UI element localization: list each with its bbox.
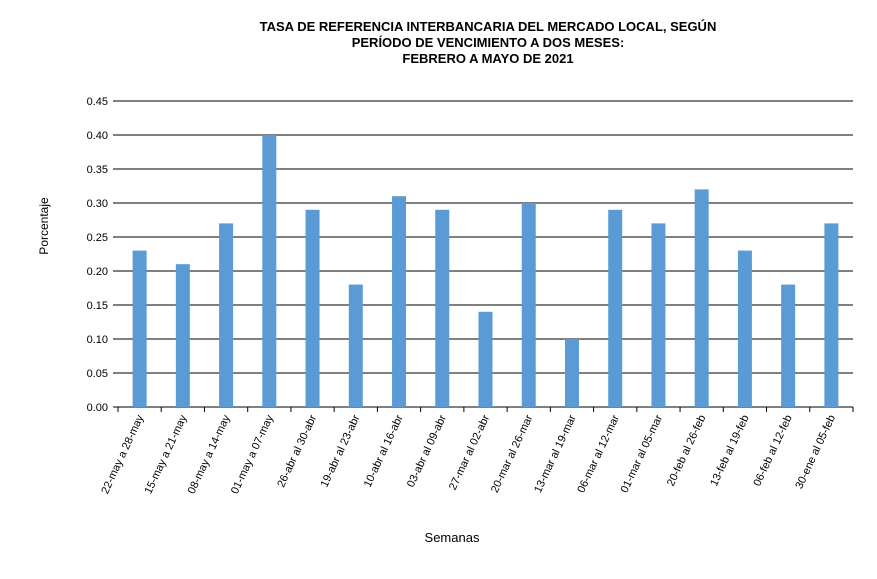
bar — [608, 209, 623, 407]
chart-title: FEBRERO A MAYO DE 2021 — [402, 51, 573, 66]
x-tick-label: 03-abr al 09-abr — [405, 413, 449, 489]
x-tick-label: 01-may a 07-may — [229, 413, 276, 496]
x-tick-label: 08-may a 14-may — [186, 413, 233, 496]
x-tick-label: 06-mar al 12-mar — [575, 413, 622, 495]
y-tick-label: 0.40 — [87, 130, 108, 142]
x-tick-label: 20-feb al 26-feb — [665, 413, 708, 488]
x-tick-label: 10-abr al 16-abr — [362, 413, 406, 489]
x-tick-label: 27-mar al 02-abr — [447, 413, 492, 492]
bar — [694, 189, 709, 407]
bar — [564, 339, 579, 407]
y-tick-label: 0.00 — [87, 402, 108, 414]
bar — [824, 223, 839, 407]
y-axis-label: Porcentaje — [37, 197, 51, 255]
bar — [392, 196, 407, 407]
y-tick-label: 0.25 — [87, 232, 108, 244]
bar — [478, 311, 493, 407]
x-tick-label: 30-ene al 05-feb — [793, 413, 838, 491]
x-tick-label: 19-abr al 23-abr — [319, 413, 363, 489]
y-tick-label: 0.15 — [87, 300, 108, 312]
x-axis-label: Semanas — [425, 530, 480, 545]
x-tick-label: 01-mar al 05-mar — [619, 413, 666, 495]
x-tick-label: 26-abr al 30-abr — [275, 413, 319, 489]
y-tick-label: 0.05 — [87, 368, 108, 380]
x-tick-label: 13-mar al 19-mar — [532, 413, 579, 495]
y-tick-label: 0.35 — [87, 164, 108, 176]
x-tick-label: 15-may a 21-may — [143, 413, 190, 496]
chart-title: TASA DE REFERENCIA INTERBANCARIA DEL MER… — [260, 19, 717, 34]
bar — [348, 284, 363, 407]
y-tick-label: 0.45 — [87, 96, 108, 108]
x-tick-label: 13-feb al 19-feb — [708, 413, 751, 488]
bar — [305, 209, 320, 407]
bar — [651, 223, 666, 407]
bar — [737, 250, 752, 407]
chart-title: PERÍODO DE VENCIMIENTO A DOS MESES: — [352, 35, 625, 50]
x-tick-label: 22-may a 28-may — [99, 413, 146, 496]
bar — [781, 284, 796, 407]
y-tick-label: 0.30 — [87, 198, 108, 210]
bar — [435, 209, 450, 407]
bar — [132, 250, 147, 407]
bar — [262, 135, 277, 407]
x-tick-label: 06-feb al 12-feb — [751, 413, 794, 488]
y-tick-label: 0.10 — [87, 334, 108, 346]
y-tick-label: 0.20 — [87, 266, 108, 278]
bar — [175, 264, 190, 407]
x-tick-label: 20-mar al 26-mar — [489, 413, 536, 495]
bar — [219, 223, 234, 407]
bar — [521, 203, 536, 407]
